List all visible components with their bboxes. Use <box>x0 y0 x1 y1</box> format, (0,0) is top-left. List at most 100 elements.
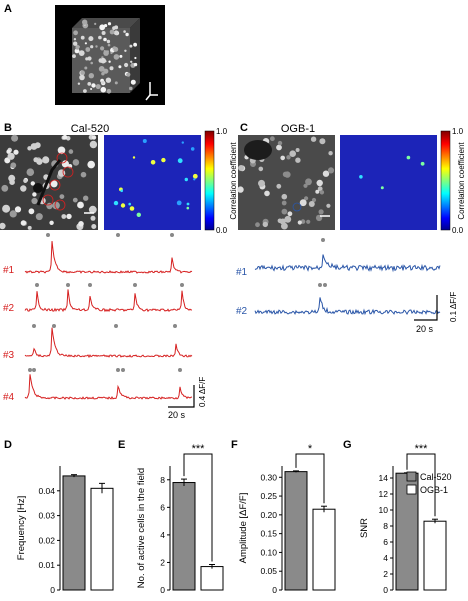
cell-spot <box>95 45 98 48</box>
cell-spot <box>28 208 35 215</box>
cell-spot <box>303 183 308 188</box>
scale-x-b: 20 s <box>168 410 186 420</box>
cell-spot <box>73 41 78 46</box>
event-dot <box>170 233 174 237</box>
cell-spot <box>20 220 27 226</box>
cell-spot <box>327 167 335 174</box>
cell-spot <box>297 220 302 225</box>
volume-image <box>55 5 165 105</box>
y-tick-label: 0 <box>383 585 388 595</box>
ogb-traces: #1 #2 20 s 0.1 ΔF/F <box>236 238 458 334</box>
cell-spot <box>101 31 106 35</box>
cell-spot <box>100 46 105 51</box>
colorbar-max-c: 1.0 <box>452 127 464 136</box>
cell-spot <box>89 140 98 149</box>
cell-spot <box>262 221 268 228</box>
cell-spot <box>258 179 265 187</box>
cell-spot <box>118 65 122 69</box>
bar-chart-f: 0 0.05 0.10 0.15 0.20 0.25 0.30 Amplitude [ΔF/F… <box>238 443 336 595</box>
event-dot <box>173 324 177 328</box>
cell-spot <box>289 150 297 157</box>
cell-spot <box>255 222 260 228</box>
colorbar-min-c: 0.0 <box>452 226 464 235</box>
cell-spot <box>284 215 292 223</box>
cell-spot <box>310 136 317 142</box>
panel-c-title: OGB-1 <box>281 123 315 135</box>
y-tick-label: 14 <box>379 473 389 483</box>
event-dot <box>28 368 32 372</box>
cell-spot <box>35 213 43 221</box>
cell-spot <box>123 30 126 33</box>
y-tick-label: 6 <box>383 537 388 547</box>
cell-spot <box>85 47 91 52</box>
cell-spot <box>107 43 111 47</box>
cell-spot <box>315 189 320 194</box>
cell-spot <box>264 190 270 197</box>
bar-chart-d: 0 0.01 0.02 0.03 0.04 Frequency [Hz] <box>16 466 114 595</box>
cell-spot <box>100 57 106 64</box>
cell-spot <box>9 210 17 218</box>
roi-outline <box>54 199 66 211</box>
cell-spot <box>14 206 22 213</box>
cell-spot <box>101 72 105 76</box>
event-dot <box>133 283 137 287</box>
cell-spot <box>66 213 72 220</box>
cell-spot <box>295 157 301 163</box>
cell-spot <box>61 214 67 219</box>
trace-c1 <box>254 254 441 273</box>
cell-spot <box>322 170 330 177</box>
cell-spot <box>62 134 68 140</box>
cell-spot <box>276 183 282 189</box>
cell-spot <box>98 66 105 72</box>
cell-spot <box>192 173 198 179</box>
cell-spot <box>106 39 111 44</box>
cell-spot <box>61 160 69 168</box>
legend-label-ogb: OGB-1 <box>420 485 448 495</box>
y-tick-label: 4 <box>160 530 165 540</box>
cell-spot <box>406 155 411 160</box>
cell-spot <box>107 22 112 26</box>
ogb-image <box>237 135 335 230</box>
y-axis-label: Frequency [Hz] <box>16 496 27 560</box>
cell-spot <box>57 146 66 155</box>
cell-spot <box>10 162 17 169</box>
cell-spot <box>108 60 111 63</box>
y-axis-label: No. of active cells in the field <box>136 468 147 588</box>
event-dot <box>180 283 184 287</box>
cell-spot <box>120 203 126 208</box>
cell-spot <box>80 171 87 178</box>
event-dot <box>121 368 125 372</box>
trace-b3 <box>24 327 193 359</box>
roi-outline <box>49 179 61 191</box>
cell-spot <box>142 139 147 143</box>
cell-spot <box>186 206 190 210</box>
y-tick-label: 0.01 <box>38 560 55 570</box>
cell-spot <box>177 158 183 164</box>
y-tick-label: 10 <box>379 505 389 515</box>
cell-spot <box>73 38 77 41</box>
cell-spot <box>136 212 141 217</box>
cell-spot <box>79 74 85 81</box>
cell-spot <box>125 32 129 37</box>
cell-spot <box>113 30 119 36</box>
cell-spot <box>1 184 9 192</box>
cell-spot <box>133 62 138 67</box>
cell-spot <box>280 155 286 161</box>
cell-spot <box>270 136 275 142</box>
cell-spot <box>73 30 78 36</box>
y-tick-label: 0.03 <box>38 511 55 521</box>
cell-spot <box>20 185 27 192</box>
cell-spot <box>119 54 123 58</box>
cell-spot <box>78 221 84 227</box>
y-tick-label: 0.04 <box>38 486 55 496</box>
trace-label-b1: #1 <box>3 265 15 276</box>
cell-spot <box>83 89 87 93</box>
cell-spot <box>305 178 312 186</box>
cell-spot <box>32 192 37 197</box>
cell-spot <box>129 44 133 48</box>
cell-spot <box>30 143 38 150</box>
cell-spot <box>132 156 136 159</box>
cell-spot <box>181 141 184 144</box>
cell-spot <box>319 138 326 145</box>
